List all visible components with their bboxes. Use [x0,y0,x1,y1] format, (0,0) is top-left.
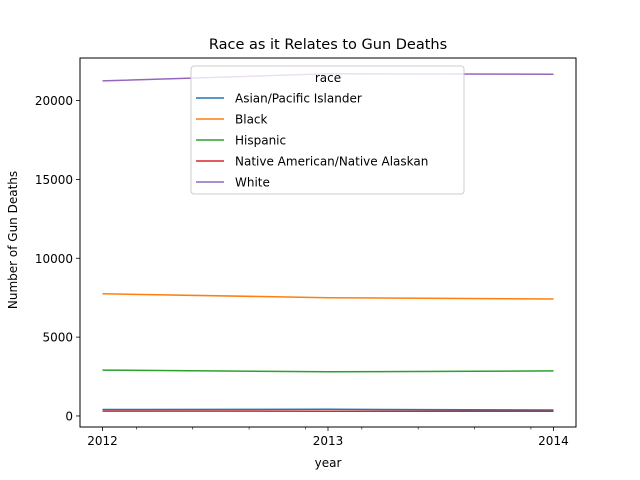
x-tick-label: 2013 [313,434,344,448]
legend-label: Asian/Pacific Islander [235,92,362,106]
y-tick-label: 20000 [35,94,73,108]
legend-title: race [315,71,341,85]
y-tick-label: 5000 [42,331,73,345]
y-tick-label: 0 [65,409,73,423]
series-line-2 [102,369,554,373]
x-tick-label: 2014 [538,434,569,448]
x-tick-label: 2012 [87,434,118,448]
legend-items: Asian/Pacific Islander Black Hispanic Nativ… [196,92,428,190]
x-axis: 2012 2013 2014 [87,427,569,448]
y-axis-label: Number of Gun Deaths [6,171,20,309]
chart-title: Race as it Relates to Gun Deaths [209,37,447,53]
legend-label: Black [235,113,268,127]
legend-label: Hispanic [235,134,286,148]
y-tick-label: 10000 [35,252,73,266]
legend: race Asian/Pacific Islander Black Hispanic… [190,65,465,195]
legend-label: White [235,176,270,190]
legend-label: Native American/Native Alaskan [235,155,428,169]
y-axis: 0 5000 10000 15000 20000 [35,94,80,423]
y-tick-label: 15000 [35,173,73,187]
series-line-0 [102,408,554,411]
x-axis-label: year [315,456,342,470]
series-line-1 [102,293,554,300]
legend-box [190,65,465,195]
